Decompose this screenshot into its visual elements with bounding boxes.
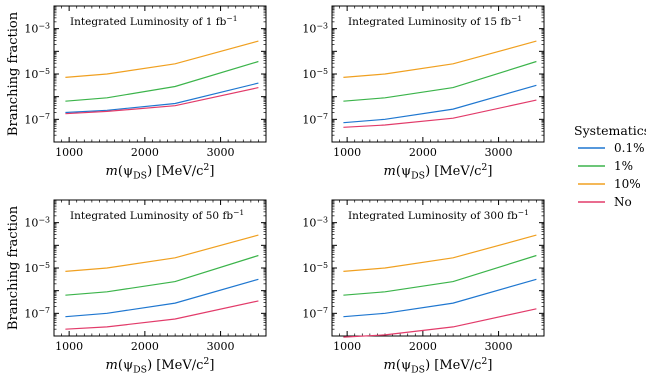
- y-tick-label: 10−3: [302, 215, 328, 229]
- chart-panel-1: 1000 2000 3000 10−7 10−5 10−3 Integrated Lumin…: [6, 5, 267, 181]
- y-tick-label: 10−3: [24, 215, 50, 229]
- series-line-0p1pct: [343, 278, 537, 318]
- chart-panel-2: 1000 2000 3000 10−7 10−5 10−3 Integrated Lumin…: [302, 5, 545, 181]
- x-tick-label: 3000: [207, 340, 235, 353]
- legend-item-label: 0.1%: [614, 141, 645, 155]
- y-tick-label: 10−5: [24, 67, 50, 81]
- y-axis-label: Branching fraction: [6, 11, 21, 136]
- y-tick-label: 10−7: [302, 112, 328, 126]
- series-line-0p1pct: [343, 84, 537, 124]
- x-tick-label: 1000: [333, 146, 361, 159]
- series-line-no: [343, 99, 537, 128]
- x-tick-label: 1000: [333, 340, 361, 353]
- x-tick-label: 3000: [207, 146, 235, 159]
- series-line-no: [65, 87, 259, 115]
- y-tick-label: 10−5: [24, 261, 50, 275]
- x-tick-label: 2000: [409, 146, 437, 159]
- series-line-no: [343, 308, 537, 338]
- y-tick-label: 10−7: [302, 306, 328, 320]
- series-line-0p1pct: [65, 82, 259, 114]
- x-tick-label: 1000: [55, 340, 83, 353]
- series-line-1pct: [65, 60, 259, 102]
- panel-annotation: Integrated Luminosity of 1 fb−1: [70, 14, 238, 28]
- panel-annotation: Integrated Luminosity of 300 fb−1: [348, 208, 529, 222]
- y-tick-label: 10−5: [302, 261, 328, 275]
- y-tick-label: 10−3: [24, 21, 50, 35]
- chart-panel-4: 1000 2000 3000 10−7 10−5 10−3 Integrated Lumin…: [302, 199, 545, 375]
- y-tick-label: 10−7: [24, 112, 50, 126]
- x-tick-label: 3000: [485, 146, 513, 159]
- x-tick-label: 3000: [485, 340, 513, 353]
- y-tick-label: 10−5: [302, 67, 328, 81]
- series-line-1pct: [343, 254, 537, 296]
- series-line-10pct: [343, 40, 537, 78]
- series-line-10pct: [343, 234, 537, 272]
- legend-item-label: 10%: [614, 177, 641, 191]
- series-line-1pct: [65, 254, 259, 296]
- x-axis-label: m(ψDS) [MeV/c2]: [384, 162, 493, 181]
- series-line-1pct: [343, 60, 537, 102]
- y-tick-label: 10−3: [302, 21, 328, 35]
- y-tick-label: 10−7: [24, 306, 50, 320]
- legend-item-label: 1%: [614, 159, 633, 173]
- x-tick-label: 2000: [131, 340, 159, 353]
- legend: Systematics 0.1% 1% 10% No: [574, 123, 646, 209]
- legend-title: Systematics: [574, 123, 646, 138]
- series-line-10pct: [65, 234, 259, 272]
- x-tick-label: 1000: [55, 146, 83, 159]
- chart-panel-3: 1000 2000 3000 10−7 10−5 10−3 Integrated Lumin…: [6, 199, 267, 375]
- x-axis-label: m(ψDS) [MeV/c2]: [106, 356, 215, 375]
- y-axis-label: Branching fraction: [6, 205, 21, 330]
- series-line-10pct: [65, 40, 259, 78]
- series-line-no: [65, 300, 259, 330]
- panel-annotation: Integrated Luminosity of 50 fb−1: [70, 208, 244, 222]
- legend-item-label: No: [614, 195, 632, 209]
- x-tick-label: 2000: [409, 340, 437, 353]
- x-axis-label: m(ψDS) [MeV/c2]: [384, 356, 493, 375]
- panel-annotation: Integrated Luminosity of 15 fb−1: [348, 14, 522, 28]
- series-line-0p1pct: [65, 278, 259, 318]
- x-tick-label: 2000: [131, 146, 159, 159]
- x-axis-label: m(ψDS) [MeV/c2]: [106, 162, 215, 181]
